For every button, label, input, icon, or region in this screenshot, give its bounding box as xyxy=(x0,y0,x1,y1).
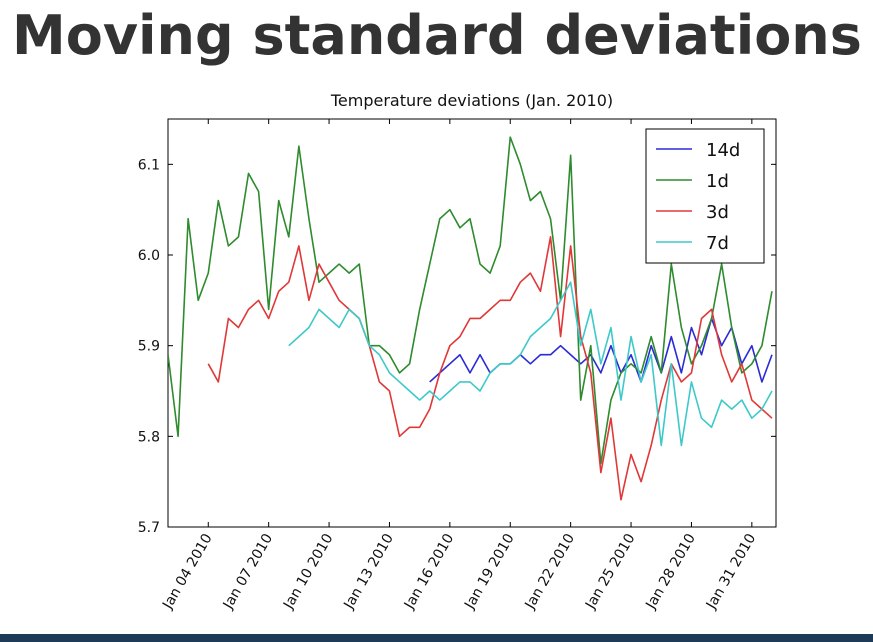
series-line xyxy=(207,236,773,501)
x-tick-label: Jan 16 2010 xyxy=(401,531,457,613)
bottom-bar xyxy=(0,634,873,642)
legend-box xyxy=(645,128,765,264)
series-line xyxy=(288,281,773,447)
x-tick-label: Jan 31 2010 xyxy=(703,531,759,613)
y-tick-label: 5.9 xyxy=(138,339,160,355)
x-tick-label: Jan 13 2010 xyxy=(341,531,397,613)
plot-frame xyxy=(167,118,777,528)
slide-title: Moving standard deviations xyxy=(12,4,862,67)
y-tick-label: 6.1 xyxy=(138,157,160,173)
y-tick-label: 5.7 xyxy=(138,520,160,536)
x-tick-label: Jan 04 2010 xyxy=(159,531,215,613)
x-tick-label: Jan 10 2010 xyxy=(280,531,336,613)
legend-label: 7d xyxy=(706,233,729,254)
legend-label: 1d xyxy=(706,171,729,192)
y-tick-label: 5.8 xyxy=(138,429,160,445)
legend-label: 3d xyxy=(706,202,729,223)
x-tick-label: Jan 19 2010 xyxy=(461,531,517,613)
chart-title: Temperature deviations (Jan. 2010) xyxy=(330,91,613,110)
legend-label: 14d xyxy=(706,140,740,161)
x-tick-label: Jan 22 2010 xyxy=(522,531,578,613)
x-tick-label: Jan 28 2010 xyxy=(643,531,699,613)
y-tick-label: 6.0 xyxy=(138,248,160,264)
x-tick-label: Jan 25 2010 xyxy=(582,531,638,613)
x-tick-label: Jan 07 2010 xyxy=(220,531,276,613)
series-line xyxy=(168,136,773,465)
